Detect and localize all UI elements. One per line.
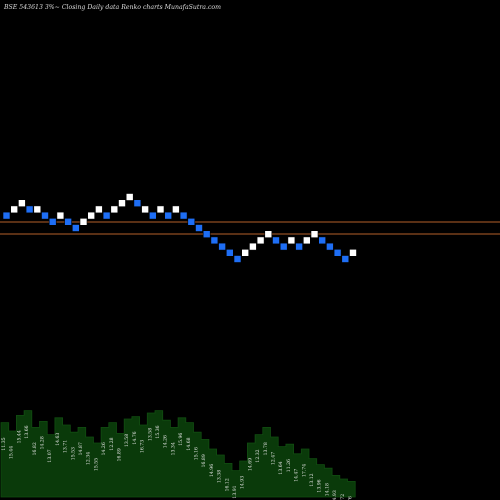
volume-label: 14.76: [132, 431, 138, 444]
volume-label: 15.16: [194, 447, 200, 460]
volume-label: 13.38: [217, 470, 223, 483]
volume-label: 15.76: [348, 496, 354, 500]
renko-brick-down: [41, 211, 49, 220]
volume-label: 15.72: [340, 494, 346, 500]
volume-label: 15.53: [70, 447, 76, 460]
renko-brick-down: [295, 242, 303, 251]
volume-label: 13.66: [24, 425, 30, 438]
renko-brick-down: [318, 236, 327, 245]
volume-label: 14.68: [186, 437, 192, 450]
renko-brick-up: [87, 211, 95, 220]
volume-label: 13.78: [263, 442, 269, 455]
renko-brick-down: [210, 236, 219, 245]
volume-label: 12.32: [255, 449, 261, 462]
volume-label: 14.87: [78, 442, 84, 455]
volume-label: 15.44: [9, 446, 15, 459]
renko-brick-up: [95, 205, 103, 214]
renko-brick-up: [241, 249, 249, 257]
volume-label: 14.28: [40, 436, 46, 449]
renko-brick-up: [56, 211, 65, 220]
renko-brick-up: [256, 236, 265, 245]
renko-brick-up: [349, 249, 357, 257]
volume-label: 16.89: [117, 448, 123, 461]
renko-brick-up: [287, 236, 296, 245]
volume-label: 14.93: [240, 476, 246, 489]
renko-brick-down: [272, 236, 280, 245]
renko-brick-down: [202, 230, 211, 238]
volume-label: 15.36: [155, 425, 161, 438]
volume-label: 12.47: [271, 452, 277, 465]
volume-label: 13.96: [317, 479, 323, 492]
renko-brick-up: [172, 205, 180, 214]
renko-brick-up: [118, 199, 126, 207]
volume-label: 13.34: [170, 442, 176, 455]
volume-label: 11.26: [286, 459, 292, 472]
renko-brick-down: [233, 255, 242, 263]
renko-brick-down: [279, 242, 288, 251]
chart-title: BSE 543613 3%~ Closing Daily data Renko …: [3, 4, 221, 11]
renko-brick-down: [226, 249, 234, 257]
renko-brick-down: [133, 199, 142, 207]
volume-label: 14.63: [55, 433, 61, 446]
renko-brick-up: [110, 205, 119, 214]
volume-label: 13.58: [147, 428, 153, 441]
volume-area: [0, 410, 356, 498]
volume-label: 13.12: [309, 473, 315, 486]
volume-label: 15.44: [16, 430, 22, 443]
renko-brick-down: [164, 211, 172, 220]
renko-brick-down: [187, 218, 196, 226]
renko-brick-up: [249, 242, 257, 251]
renko-brick-up: [156, 205, 165, 214]
renko-brick-down: [341, 255, 350, 263]
renko-brick-down: [218, 242, 226, 251]
volume-label: 13.91: [232, 485, 238, 498]
volume-label: 16.73: [140, 440, 146, 453]
renko-brick-down: [102, 211, 111, 220]
volume-label: 11.35: [1, 437, 7, 450]
volume-label: 14.26: [163, 435, 169, 448]
renko-brick-down: [72, 224, 80, 232]
renko-brick-down: [2, 211, 11, 220]
renko-brick-up: [79, 218, 88, 226]
renko-brick-down: [326, 242, 334, 251]
volume-label: 14.18: [324, 483, 330, 496]
volume-label: 14.96: [209, 464, 215, 477]
renko-brick-down: [149, 211, 157, 220]
renko-brick-up: [264, 230, 273, 238]
renko-brick-down: [48, 218, 57, 226]
renko-brick-up: [302, 236, 311, 245]
renko-brick-up: [18, 199, 26, 207]
renko-brick-up: [310, 230, 319, 238]
volume-label: 12.28: [109, 437, 115, 450]
volume-area-fill: [0, 410, 356, 498]
volume-label: 13.64: [278, 461, 284, 474]
volume-label: 16.89: [201, 454, 207, 467]
volume-label: 14.26: [101, 442, 107, 455]
volume-label: 16.82: [32, 442, 38, 455]
volume-label: 17.74: [301, 464, 307, 477]
volume-label: 13.58: [124, 434, 130, 447]
renko-brick-down: [179, 211, 188, 220]
volume-label: 14.47: [294, 469, 300, 482]
volume-label: 16.12: [224, 478, 230, 491]
volume-label: 14.93: [332, 490, 338, 500]
renko-brick-up: [33, 205, 42, 214]
volume-label: 12.34: [86, 452, 92, 465]
volume-label: 13.71: [63, 440, 69, 453]
volume-label: 14.69: [247, 458, 253, 471]
volume-label: 15.96: [178, 433, 184, 446]
renko-brick-up: [141, 205, 149, 214]
renko-brick-down: [25, 205, 34, 214]
volume-label: 13.07: [47, 449, 53, 462]
renko-brick-down: [64, 218, 72, 226]
renko-brick-down: [195, 224, 203, 232]
renko-brick-up: [125, 193, 134, 201]
renko-bricks: [2, 193, 357, 263]
renko-brick-up: [10, 205, 18, 214]
volume-label: 15.55: [93, 458, 99, 471]
renko-brick-down: [333, 249, 342, 257]
